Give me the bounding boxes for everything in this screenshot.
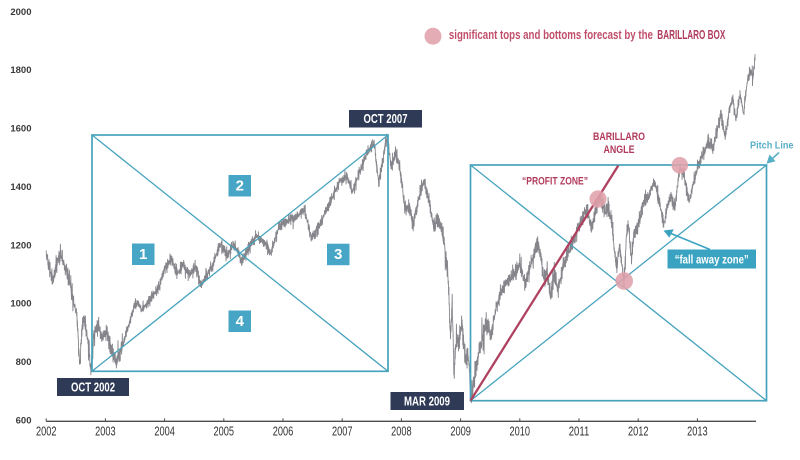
- svg-text:2007: 2007: [332, 423, 353, 438]
- svg-text:2012: 2012: [628, 423, 649, 438]
- svg-text:600: 600: [16, 415, 32, 426]
- svg-text:4: 4: [236, 313, 245, 330]
- svg-text:1400: 1400: [10, 182, 31, 193]
- svg-text:BARILLARO BOX: BARILLARO BOX: [657, 28, 725, 42]
- svg-text:2000: 2000: [10, 7, 31, 18]
- svg-text:OCT 2007: OCT 2007: [364, 112, 408, 126]
- svg-text:“fall away zone”: “fall away zone”: [675, 255, 749, 267]
- svg-text:2008: 2008: [391, 423, 412, 438]
- svg-text:2005: 2005: [214, 423, 235, 438]
- svg-text:1000: 1000: [10, 299, 31, 310]
- svg-text:“PROFIT ZONE”: “PROFIT ZONE”: [522, 175, 588, 187]
- svg-text:ANGLE: ANGLE: [604, 144, 635, 156]
- svg-text:1600: 1600: [10, 124, 31, 135]
- svg-text:Pitch Line: Pitch Line: [750, 139, 794, 151]
- svg-text:1200: 1200: [10, 240, 31, 251]
- svg-text:1800: 1800: [10, 65, 31, 76]
- svg-text:BARILLARO: BARILLARO: [593, 131, 645, 143]
- svg-text:2002: 2002: [36, 423, 57, 438]
- svg-text:MAR 2009: MAR 2009: [404, 395, 450, 409]
- svg-text:800: 800: [16, 357, 32, 368]
- svg-text:2006: 2006: [273, 423, 294, 438]
- svg-text:2009: 2009: [450, 423, 471, 438]
- svg-text:OCT 2002: OCT 2002: [71, 381, 115, 395]
- svg-text:significant tops and bottoms f: significant tops and bottoms forecast by…: [449, 28, 653, 42]
- svg-text:3: 3: [334, 246, 342, 263]
- svg-text:2010: 2010: [510, 423, 531, 438]
- svg-text:2: 2: [236, 178, 244, 195]
- svg-text:1: 1: [139, 246, 147, 263]
- svg-text:2013: 2013: [687, 423, 708, 438]
- svg-text:2004: 2004: [154, 423, 175, 438]
- svg-text:2003: 2003: [95, 423, 116, 438]
- svg-text:2011: 2011: [569, 423, 590, 438]
